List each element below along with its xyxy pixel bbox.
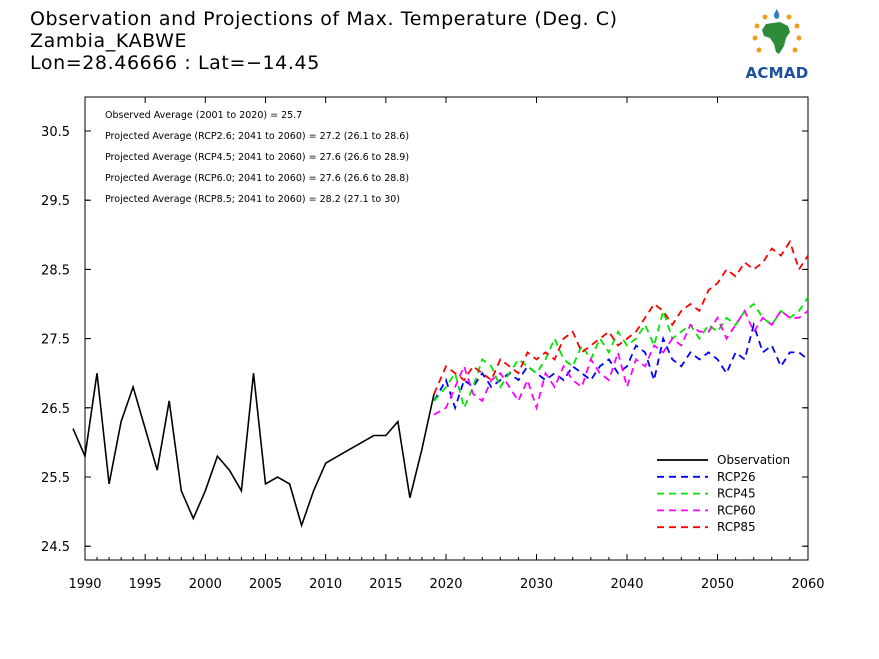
stat-annotation: Projected Average (RCP8.5; 2041 to 2060)… xyxy=(105,194,400,205)
legend-label: RCP26 xyxy=(717,470,756,484)
y-tick-label: 26.5 xyxy=(41,402,70,417)
logo-text: ACMAD xyxy=(745,64,809,82)
x-tick-label: 2015 xyxy=(369,577,402,592)
x-axis: 1990 1995 2000 2005 2010 2015 2020 2030 2040 2050… xyxy=(68,97,825,592)
stat-annotation: Projected Average (RCP6.0; 2041 to 2060)… xyxy=(105,173,409,184)
acmad-logo: ACMAD xyxy=(736,8,818,84)
y-tick-label: 24.5 xyxy=(41,540,70,555)
y-tick-label: 25.5 xyxy=(41,471,70,486)
x-tick-label: 2060 xyxy=(791,577,824,592)
legend-label: RCP45 xyxy=(717,487,756,501)
x-tick-label: 1990 xyxy=(68,577,101,592)
y-axis: 24.5 25.5 26.5 27.5 28.5 29.5 30.5 xyxy=(41,125,808,555)
plot-frame xyxy=(84,96,809,561)
series-layer xyxy=(72,239,809,529)
y-tick-label: 30.5 xyxy=(41,125,70,140)
station-name: Zambia_KABWE xyxy=(30,30,188,52)
y-tick-label: 28.5 xyxy=(41,263,70,278)
legend-label: RCP60 xyxy=(717,503,756,517)
x-tick-label: 2005 xyxy=(249,577,282,592)
chart-title: Observation and Projections of Max. Temp… xyxy=(30,8,618,30)
x-tick-label: 1995 xyxy=(129,577,162,592)
legend-label: Observation xyxy=(717,453,790,467)
x-tick-label: 2000 xyxy=(189,577,222,592)
title-block: Observation and Projections of Max. Temp… xyxy=(30,8,618,74)
legend: Observation RCP26 RCP45 RCP60 RCP85 xyxy=(657,453,790,534)
annotation-layer: Observed Average (2001 to 2020) = 25.7 Pr… xyxy=(105,110,409,205)
series-line-rcp85 xyxy=(433,239,809,395)
legend-label: RCP85 xyxy=(717,520,756,534)
stat-annotation: Observed Average (2001 to 2020) = 25.7 xyxy=(105,110,302,121)
series-line-rcp45 xyxy=(433,296,809,411)
stat-annotation: Projected Average (RCP4.5; 2041 to 2060)… xyxy=(105,152,409,163)
y-tick-label: 27.5 xyxy=(41,333,70,348)
series-line-rcp60 xyxy=(433,309,809,416)
x-tick-label: 2050 xyxy=(701,577,734,592)
y-tick-label: 29.5 xyxy=(41,194,70,209)
stat-annotation: Projected Average (RCP2.6; 2041 to 2060)… xyxy=(105,131,409,142)
x-tick-label: 2040 xyxy=(610,577,643,592)
station-coordinates: Lon=28.46666 : Lat=−14.45 xyxy=(30,52,320,74)
x-tick-label: 2030 xyxy=(520,577,553,592)
x-tick-label: 2010 xyxy=(309,577,342,592)
series-line-observation xyxy=(72,373,435,529)
x-tick-label: 2020 xyxy=(429,577,462,592)
africa-map-logo-icon xyxy=(752,9,802,54)
